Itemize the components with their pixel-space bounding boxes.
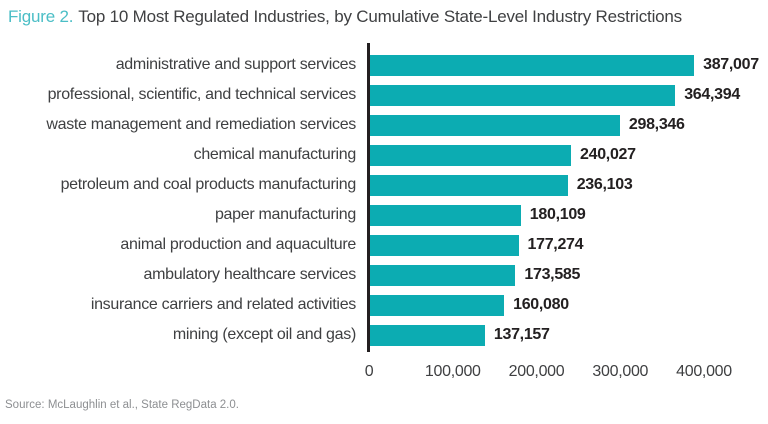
value-label: 160,080	[513, 296, 569, 313]
chart-title: Figure 2. Top 10 Most Regulated Industrie…	[8, 7, 682, 27]
bar-row: ambulatory healthcare services 173,585	[0, 260, 768, 290]
x-tick-label: 100,000	[424, 363, 481, 380]
value-label: 364,394	[684, 86, 740, 103]
bar-row: chemical manufacturing 240,027	[0, 140, 768, 170]
x-tick-label: 400,000	[676, 363, 732, 380]
category-label: administrative and support services	[115, 56, 357, 73]
category-label: paper manufacturing	[214, 206, 356, 223]
bar-row: mining (except oil and gas) 137,157	[0, 320, 768, 350]
category-label: ambulatory healthcare services	[143, 266, 357, 283]
value-label: 177,274	[527, 236, 584, 253]
x-tick-label: 300,000	[592, 363, 649, 380]
bar	[370, 144, 571, 166]
bar-row: insurance carriers and related activitie…	[0, 290, 768, 320]
bar	[370, 174, 568, 196]
bar-row: administrative and support services 387,0…	[0, 50, 768, 80]
bar-row: paper manufacturing 180,109	[0, 200, 768, 230]
bar	[370, 204, 521, 226]
category-label: petroleum and coal products manufacturin…	[60, 176, 357, 193]
bar	[370, 264, 516, 286]
bar-row: petroleum and coal products manufacturin…	[0, 170, 768, 200]
bar	[370, 84, 676, 106]
bar-zone: 160,080	[370, 294, 768, 316]
category-label: chemical manufacturing	[193, 146, 357, 163]
bar-row: animal production and aquaculture 177,274	[0, 230, 768, 260]
x-tick-label: 200,000	[508, 363, 565, 380]
category-label: animal production and aquaculture	[120, 236, 356, 253]
bar-zone: 173,585	[370, 264, 768, 286]
bar-zone: 240,027	[370, 144, 768, 166]
value-label: 180,109	[529, 206, 586, 223]
bar-zone: 137,157	[370, 324, 768, 346]
bar-zone: 177,274	[370, 234, 768, 256]
bar	[370, 234, 519, 256]
bar-zone: 364,394	[370, 84, 768, 106]
category-label: insurance carriers and related activitie…	[90, 296, 356, 313]
bar-zone: 298,346	[370, 114, 768, 136]
value-label: 240,027	[580, 146, 636, 163]
category-label: mining (except oil and gas)	[172, 326, 356, 343]
bar-zone: 180,109	[370, 204, 768, 226]
bar-rows: administrative and support services 387,0…	[0, 50, 768, 350]
value-label: 387,007	[703, 56, 759, 73]
source-note: Source: McLaughlin et al., State RegData…	[5, 399, 239, 411]
bar	[370, 54, 695, 76]
figure-label: Figure 2.	[8, 7, 74, 26]
bar	[370, 114, 620, 136]
bar-row: waste management and remediation service…	[0, 110, 768, 140]
bar-zone: 387,007	[370, 54, 768, 76]
category-label: waste management and remediation service…	[46, 116, 356, 133]
y-axis-line	[367, 43, 370, 352]
value-label: 173,585	[524, 266, 581, 283]
value-label: 236,103	[576, 176, 633, 193]
bar-zone: 236,103	[370, 174, 768, 196]
x-axis-ticks: 0 100,000 200,000 300,000 400,000	[365, 363, 732, 383]
chart-title-text: Top 10 Most Regulated Industries, by Cum…	[78, 7, 682, 26]
value-label: 137,157	[493, 326, 550, 343]
x-tick-label: 0	[364, 363, 374, 380]
category-label: professional, scientific, and technical …	[47, 86, 357, 103]
bar	[370, 294, 505, 316]
bar	[370, 324, 485, 346]
value-label: 298,346	[628, 116, 685, 133]
bar-row: professional, scientific, and technical …	[0, 80, 768, 110]
